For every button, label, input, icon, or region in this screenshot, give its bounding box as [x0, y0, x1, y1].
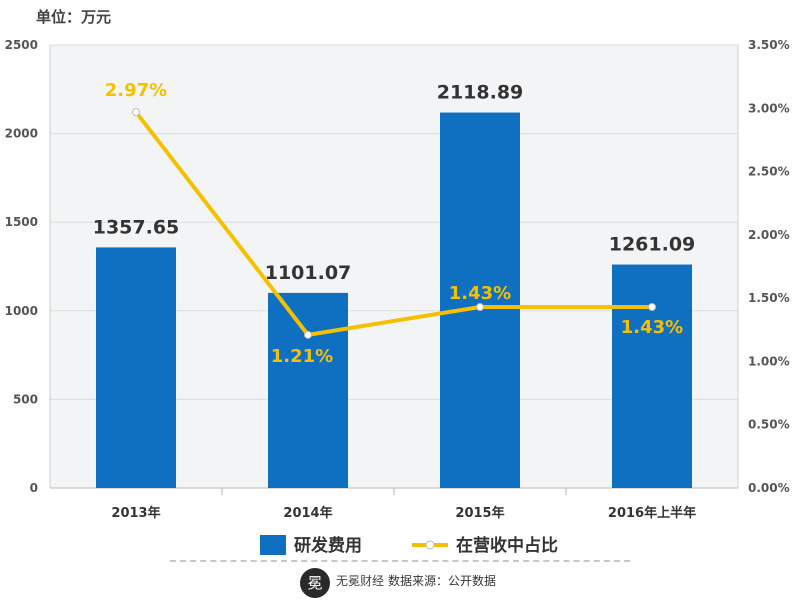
bar	[612, 264, 692, 488]
y-right-tick-label: 2.50%	[748, 165, 790, 179]
y-left-tick-label: 1000	[5, 304, 38, 318]
line-value-label: 1.21%	[271, 346, 333, 367]
x-tick-label: 2015年	[455, 505, 504, 521]
line-series	[134, 110, 652, 337]
line-point	[476, 303, 484, 312]
bar-value-label: 1357.65	[93, 216, 180, 238]
x-tick-label: 2016年上半年	[608, 505, 696, 521]
bar-value-label: 1101.07	[265, 262, 352, 284]
y-left-tick-label: 1500	[5, 215, 38, 229]
y-left-tick-label: 2500	[5, 38, 38, 52]
line-value-label: 1.43%	[621, 317, 683, 338]
x-tick-label: 2014年	[283, 505, 332, 521]
brand-logo-icon: 冕	[300, 568, 330, 598]
chart: 0 500 1000 1500 2000 2500 0.00% 0.50% 1.00% 1.50%…	[5, 8, 790, 556]
y-right-tick-label: 3.00%	[748, 101, 790, 115]
y-right-tick-label: 3.50%	[748, 38, 790, 52]
legend-bar-swatch	[260, 535, 286, 555]
bar	[268, 292, 348, 488]
legend-bar-label: 研发费用	[294, 535, 362, 556]
y-right-tick-label: 0.50%	[748, 418, 790, 432]
unit-label: 单位：万元	[36, 8, 111, 26]
bar-value-label: 2118.89	[437, 82, 524, 104]
line-point	[648, 303, 656, 312]
legend-line-marker	[425, 540, 435, 550]
line-value-label: 2.97%	[105, 80, 167, 101]
line-value-label: 1.43%	[449, 283, 511, 304]
brand-name: 无冕财经	[336, 574, 385, 588]
y-right-tick-label: 2.00%	[748, 228, 790, 242]
footer-divider	[170, 560, 630, 562]
line-point	[132, 108, 140, 117]
bar	[440, 112, 520, 489]
x-tick-label: 2013年	[111, 505, 160, 521]
data-source: 数据来源：公开数据	[388, 574, 497, 588]
line-point	[304, 330, 312, 339]
y-left-tick-label: 2000	[5, 127, 38, 141]
y-right-tick-label: 0.00%	[748, 481, 790, 495]
bar-value-label: 1261.09	[609, 234, 696, 256]
y-right-tick-label: 1.00%	[748, 354, 790, 368]
y-left-tick-label: 500	[13, 392, 38, 406]
bar	[96, 247, 176, 488]
footer: 冕 无冕财经 数据来源：公开数据	[0, 560, 800, 606]
legend-line-label: 在营收中占比	[456, 535, 558, 556]
y-left-tick-label: 0	[30, 481, 38, 495]
y-right-tick-label: 1.50%	[748, 291, 790, 305]
